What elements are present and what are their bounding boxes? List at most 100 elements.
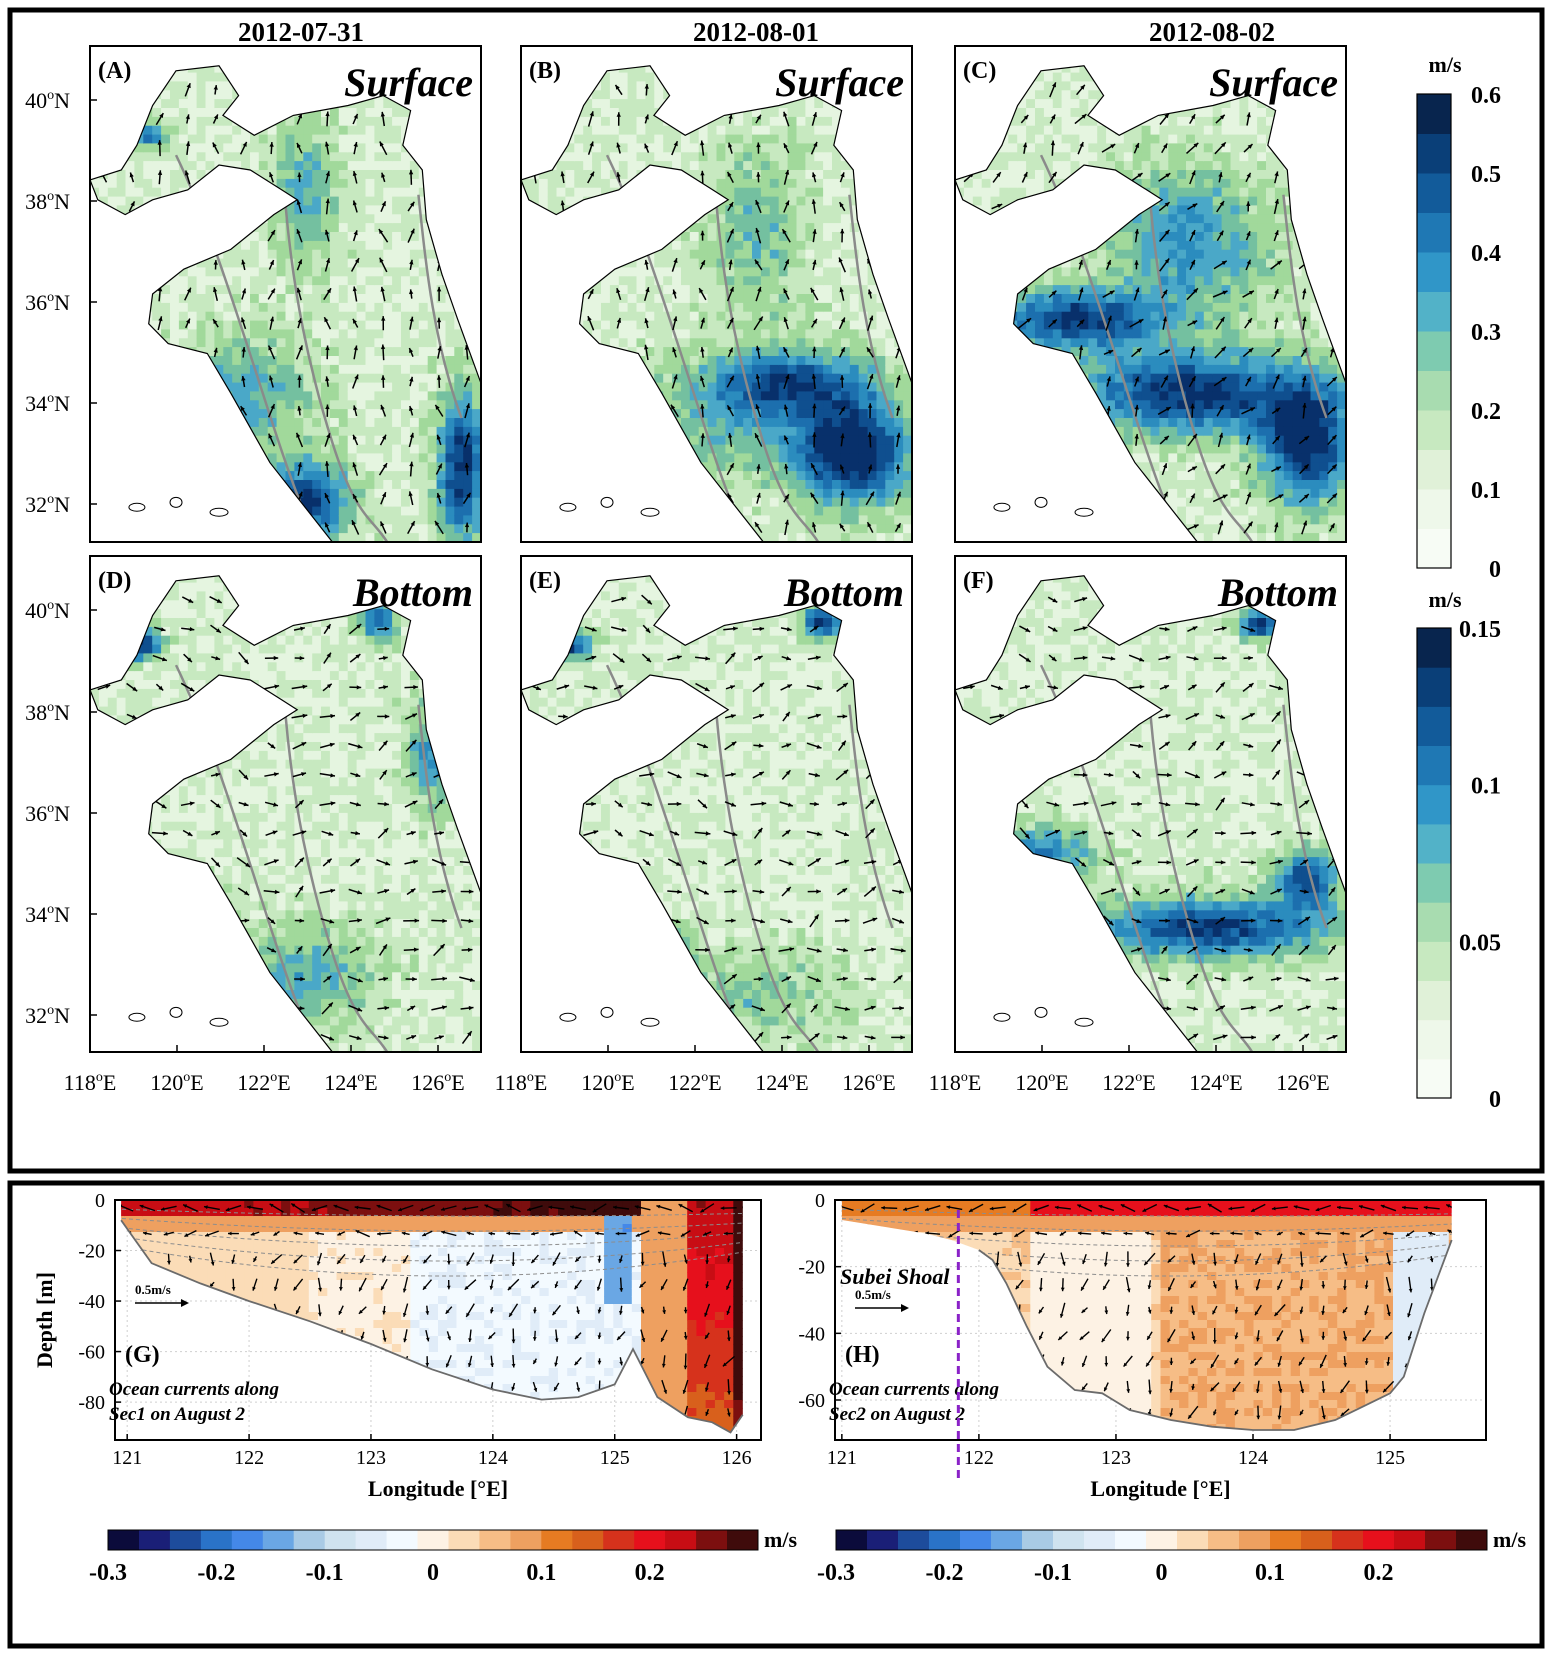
current-arrowhead bbox=[1221, 346, 1226, 352]
current-arrowhead bbox=[422, 1232, 427, 1237]
current-arrowhead bbox=[1234, 1411, 1239, 1416]
current-arrowhead bbox=[410, 228, 415, 234]
current-arrowhead bbox=[644, 84, 649, 89]
current-arrowhead bbox=[757, 286, 762, 292]
current-arrowhead bbox=[787, 684, 792, 689]
colorbar-tick-label: 0 bbox=[427, 1560, 439, 1586]
colorbar-segment bbox=[1363, 1530, 1395, 1550]
current-arrowhead bbox=[1248, 743, 1254, 748]
current-arrowhead bbox=[897, 975, 903, 980]
current-arrowhead bbox=[575, 1335, 579, 1339]
current-arrowhead bbox=[1107, 315, 1112, 321]
current-arrowhead bbox=[1277, 859, 1283, 864]
y-tick-label: -40 bbox=[798, 1323, 825, 1345]
colorbar-segment bbox=[108, 1530, 140, 1550]
current-arrowhead bbox=[293, 1259, 298, 1264]
current-arrowhead bbox=[1251, 830, 1257, 836]
current-arrowhead bbox=[621, 596, 627, 602]
panel-letter: (F) bbox=[963, 568, 994, 594]
current-arrowhead bbox=[726, 1310, 731, 1315]
current-arrowhead bbox=[253, 1257, 257, 1262]
current-arrowhead bbox=[380, 404, 385, 410]
current-arrowhead bbox=[640, 1360, 645, 1365]
current-arrowhead bbox=[354, 1205, 359, 1210]
current-arrowhead bbox=[1139, 684, 1145, 690]
current-arrowhead bbox=[550, 1232, 554, 1236]
contour-40m bbox=[1149, 714, 1254, 1052]
current-arrowhead bbox=[213, 114, 218, 120]
current-arrowhead bbox=[382, 434, 386, 440]
current-arrowhead bbox=[785, 711, 790, 717]
current-arrowhead bbox=[381, 375, 386, 380]
current-arrowhead bbox=[812, 229, 817, 234]
y-tick-label: -60 bbox=[798, 1390, 825, 1412]
y-tick-label: -60 bbox=[78, 1342, 105, 1364]
current-arrowhead bbox=[661, 1363, 666, 1368]
current-arrowhead bbox=[702, 803, 707, 809]
colorbar-segment bbox=[1115, 1530, 1147, 1550]
current-arrowhead bbox=[1364, 1258, 1369, 1263]
current-arrowhead bbox=[731, 974, 737, 979]
current-arrowhead bbox=[293, 1286, 298, 1291]
section-panel-h: 121 122 123 124 125 0 -20 -40 -60 Longitude [°E] (… bbox=[798, 1190, 1526, 1586]
current-arrowhead bbox=[506, 1204, 511, 1208]
current-arrowhead bbox=[729, 375, 734, 381]
current-arrowhead bbox=[672, 289, 677, 295]
current-arrowhead bbox=[1447, 1229, 1452, 1234]
current-arrowhead bbox=[1025, 657, 1031, 662]
current-arrowhead bbox=[436, 493, 441, 498]
current-arrowhead bbox=[1234, 1286, 1239, 1290]
current-arrowhead bbox=[352, 171, 357, 176]
x-tick-label: 121 bbox=[827, 1447, 857, 1469]
current-arrowhead bbox=[1111, 888, 1117, 893]
current-arrowhead bbox=[700, 260, 705, 266]
current-arrowhead bbox=[552, 1311, 557, 1316]
y-axis-label: Depth [m] bbox=[32, 1272, 57, 1368]
current-arrowhead bbox=[1230, 1231, 1234, 1236]
x-tick-label: 125 bbox=[600, 1447, 630, 1469]
panel-frame bbox=[520, 555, 913, 1053]
current-arrowhead bbox=[784, 435, 789, 441]
current-arrowhead bbox=[436, 434, 441, 440]
current-vectors bbox=[532, 84, 902, 536]
lon-tick-label: 122oE bbox=[668, 1070, 721, 1095]
current-arrowhead bbox=[663, 1389, 667, 1394]
current-arrowhead bbox=[729, 286, 734, 292]
current-arrowhead bbox=[384, 626, 390, 631]
current-arrowhead bbox=[1249, 890, 1255, 895]
current-arrowhead bbox=[783, 347, 788, 353]
current-arrowhead bbox=[412, 713, 417, 718]
current-arrowhead bbox=[1276, 830, 1282, 835]
current-arrowhead bbox=[1192, 886, 1198, 892]
current-arrowhead bbox=[442, 976, 447, 981]
current-arrowhead bbox=[925, 1231, 929, 1236]
island bbox=[993, 502, 1011, 512]
colorbar-tick-label: 0.2 bbox=[1364, 1560, 1394, 1586]
column-date-1: 2012-07-31 bbox=[238, 17, 364, 47]
current-arrowhead bbox=[1167, 1258, 1172, 1263]
current-arrowhead bbox=[661, 1337, 665, 1342]
contour-40m bbox=[715, 204, 820, 543]
current-arrowhead bbox=[1023, 287, 1028, 293]
current-arrowhead bbox=[325, 345, 330, 351]
current-arrowhead bbox=[759, 889, 765, 894]
current-vectors bbox=[528, 594, 906, 1044]
current-arrowhead bbox=[1330, 523, 1335, 529]
current-arrowhead bbox=[1248, 976, 1254, 981]
current-arrowhead bbox=[1331, 464, 1337, 470]
current-arrowhead bbox=[1165, 407, 1171, 412]
current-arrowhead bbox=[1250, 1005, 1256, 1010]
current-arrowhead bbox=[1051, 656, 1057, 662]
current-arrowhead bbox=[592, 1208, 597, 1213]
current-arrowhead bbox=[315, 1231, 319, 1236]
current-arrowhead bbox=[329, 919, 335, 924]
current-arrowhead bbox=[1248, 348, 1254, 353]
panel-letter: (G) bbox=[125, 1342, 160, 1368]
colorbar-tick-label: 0.3 bbox=[1471, 320, 1501, 346]
current-arrowhead bbox=[1134, 376, 1139, 382]
current-arrowhead bbox=[640, 1261, 645, 1266]
colorbar-tick-label: 0 bbox=[1489, 557, 1501, 583]
current-arrowhead bbox=[1331, 945, 1336, 950]
current-arrowhead bbox=[759, 626, 765, 631]
current-arrowhead bbox=[1193, 142, 1199, 148]
